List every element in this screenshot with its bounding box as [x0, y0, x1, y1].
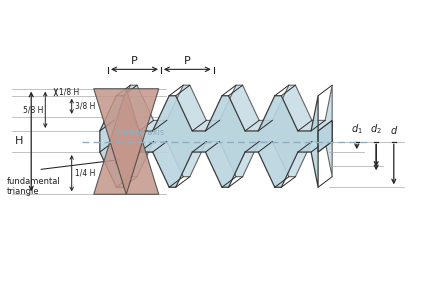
Text: H: H: [15, 136, 23, 147]
Polygon shape: [318, 120, 332, 152]
Text: $d_2$: $d_2$: [370, 123, 382, 136]
Text: P: P: [131, 56, 138, 66]
Text: P: P: [184, 56, 191, 66]
Text: thread axis: thread axis: [117, 128, 165, 137]
Polygon shape: [94, 89, 159, 194]
Text: 1/4 H: 1/4 H: [75, 169, 96, 178]
Polygon shape: [100, 96, 318, 187]
Text: 3/8 H: 3/8 H: [75, 102, 96, 111]
Text: 5/8 H: 5/8 H: [23, 105, 43, 114]
Text: $d_1$: $d_1$: [351, 123, 363, 136]
Polygon shape: [94, 89, 159, 194]
Text: fundamental
triangle: fundamental triangle: [6, 177, 60, 196]
Text: 1/8 H: 1/8 H: [60, 88, 79, 97]
Polygon shape: [114, 85, 332, 177]
Text: $d$: $d$: [390, 124, 398, 136]
